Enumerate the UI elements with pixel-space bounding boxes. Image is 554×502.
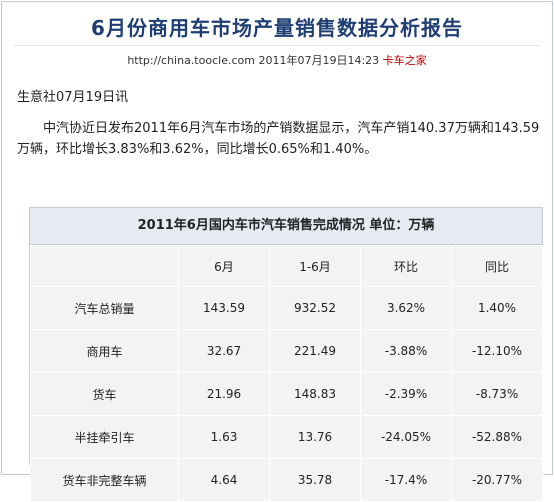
publish-datetime: 2011年07月19日14:23 — [258, 54, 380, 67]
article-paragraph: 中汽协近日发布2011年6月汽车市场的产销数据显示，汽车产销140.37万辆和1… — [17, 121, 540, 157]
table-cell: 32.67 — [178, 329, 270, 373]
table-cell: 143.59 — [178, 286, 270, 330]
table-caption: 2011年6月国内车市汽车销售完成情况 单位：万辆 — [30, 208, 542, 245]
row-label: 货车 — [30, 372, 179, 416]
table-row: 货车 21.96 148.83 -2.39% -8.73% — [30, 372, 543, 416]
header-cell: 环比 — [360, 245, 452, 287]
article-meta: http://china.toocle.com 2011年07月19日14:23… — [0, 52, 554, 68]
header-cell — [30, 245, 179, 287]
table-cell: -2.39% — [360, 372, 452, 416]
article-title: 6月份商用车市场产量销售数据分析报告 — [91, 16, 463, 40]
table-cell: 3.62% — [360, 286, 452, 330]
table-row: 半挂牵引车 1.63 13.76 -24.05% -52.88% — [30, 415, 543, 459]
table-cell: -3.88% — [360, 329, 452, 373]
table-header-row: 6月 1-6月 环比 同比 — [30, 245, 543, 287]
table-cell: 4.64 — [178, 458, 270, 502]
sales-table: 2011年6月国内车市汽车销售完成情况 单位：万辆 6月 1-6月 环比 同比 … — [29, 207, 543, 502]
sales-data-table: 6月 1-6月 环比 同比 汽车总销量 143.59 932.52 3.62% … — [30, 245, 543, 502]
table-cell: 148.83 — [269, 372, 361, 416]
table-cell: 13.76 — [269, 415, 361, 459]
header-cell: 同比 — [451, 245, 543, 287]
table-cell: 21.96 — [178, 372, 270, 416]
header-cell: 6月 — [178, 245, 270, 287]
table-cell: 932.52 — [269, 286, 361, 330]
table-row: 货车非完整车辆 4.64 35.78 -17.4% -20.77% — [30, 458, 543, 502]
row-label: 商用车 — [30, 329, 179, 373]
table-cell: -52.88% — [451, 415, 543, 459]
source-url[interactable]: http://china.toocle.com — [127, 54, 255, 67]
table-cell: -12.10% — [451, 329, 543, 373]
table-cell: 35.78 — [269, 458, 361, 502]
row-label: 汽车总销量 — [30, 286, 179, 330]
table-cell: 1.63 — [178, 415, 270, 459]
header-cell: 1-6月 — [269, 245, 361, 287]
table-cell: 1.40% — [451, 286, 543, 330]
row-label: 货车非完整车辆 — [30, 458, 179, 502]
table-cell: -17.4% — [360, 458, 452, 502]
source-link[interactable]: 卡车之家 — [382, 54, 427, 67]
table-cell: -20.77% — [451, 458, 543, 502]
lead-line: 生意社07月19日讯 — [17, 90, 129, 105]
title-divider — [14, 45, 540, 46]
table-row: 汽车总销量 143.59 932.52 3.62% 1.40% — [30, 286, 543, 330]
row-label: 半挂牵引车 — [30, 415, 179, 459]
table-cell: 221.49 — [269, 329, 361, 373]
table-cell: -24.05% — [360, 415, 452, 459]
table-row: 商用车 32.67 221.49 -3.88% -12.10% — [30, 329, 543, 373]
table-cell: -8.73% — [451, 372, 543, 416]
